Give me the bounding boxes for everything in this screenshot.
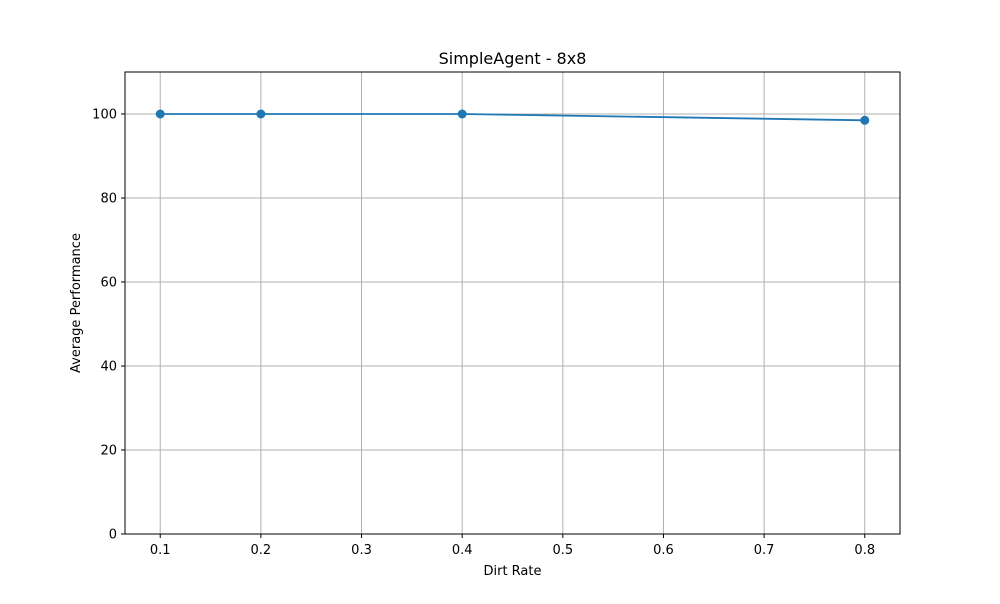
y-tick-label: 100 bbox=[92, 108, 117, 123]
x-axis-ticks: 0.1 0.2 0.3 0.4 0.5 0.6 0.7 0.8 bbox=[150, 534, 875, 558]
data-point bbox=[457, 109, 467, 119]
y-axis-label: Average Performance bbox=[69, 233, 84, 373]
x-tick-label: 0.1 bbox=[150, 543, 171, 558]
x-tick-label: 0.5 bbox=[552, 543, 573, 558]
series-line bbox=[160, 113, 865, 122]
x-tick-label: 0.7 bbox=[754, 543, 775, 558]
x-tick-label: 0.6 bbox=[653, 543, 674, 558]
x-tick-label: 0.8 bbox=[854, 543, 875, 558]
chart-title: SimpleAgent - 8x8 bbox=[439, 49, 587, 68]
data-point bbox=[860, 115, 870, 125]
x-tick-label: 0.2 bbox=[251, 543, 272, 558]
x-axis-label: Dirt Rate bbox=[483, 564, 541, 579]
grid-lines bbox=[125, 72, 900, 535]
y-tick-label: 0 bbox=[109, 528, 117, 543]
y-axis-ticks: 0 20 40 60 80 100 bbox=[92, 108, 125, 543]
y-tick-label: 60 bbox=[100, 276, 117, 291]
plot-area-frame bbox=[124, 71, 901, 535]
y-tick-label: 80 bbox=[100, 192, 117, 207]
x-tick-label: 0.3 bbox=[351, 543, 372, 558]
data-point bbox=[155, 109, 165, 119]
y-tick-label: 20 bbox=[100, 444, 117, 459]
data-point bbox=[256, 109, 266, 119]
y-tick-label: 40 bbox=[100, 360, 117, 375]
series-layer bbox=[155, 109, 870, 125]
x-tick-label: 0.4 bbox=[452, 543, 473, 558]
